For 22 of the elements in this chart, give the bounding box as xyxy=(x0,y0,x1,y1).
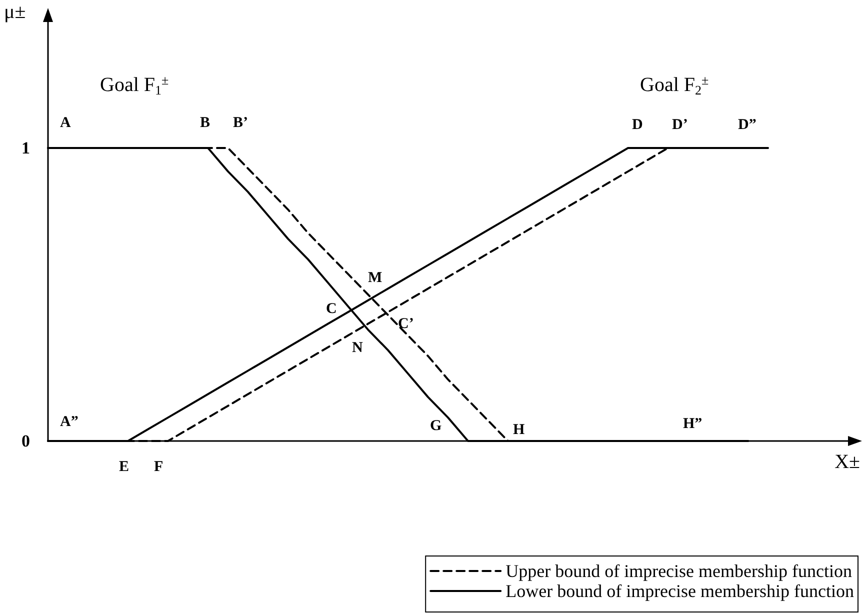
text: E xyxy=(119,459,130,475)
legend-label: Lower bound of imprecise membership function xyxy=(506,581,854,601)
y-axis-title: μ± xyxy=(4,1,26,23)
annotation: D” xyxy=(738,117,756,133)
annotation: C xyxy=(326,301,337,317)
annotation: G xyxy=(430,418,442,434)
annotation: M xyxy=(368,270,382,286)
annotation: H” xyxy=(683,416,702,432)
x-axis-title: X± xyxy=(834,451,860,473)
annotation: D’ xyxy=(672,117,688,133)
legend-label: Upper bound of imprecise membership function xyxy=(506,561,852,581)
y-tick-label: 1 xyxy=(22,138,30,158)
annotation: A xyxy=(60,115,71,131)
text: F xyxy=(154,459,164,475)
annotation: B’ xyxy=(233,115,248,131)
annotation: N xyxy=(352,340,363,356)
annotation: H xyxy=(513,422,525,438)
annotation: D xyxy=(632,117,643,133)
y-tick-label: 0 xyxy=(22,432,30,450)
annotation: B xyxy=(200,115,210,131)
annotation: C’ xyxy=(398,316,414,332)
annotation: A” xyxy=(60,414,78,430)
